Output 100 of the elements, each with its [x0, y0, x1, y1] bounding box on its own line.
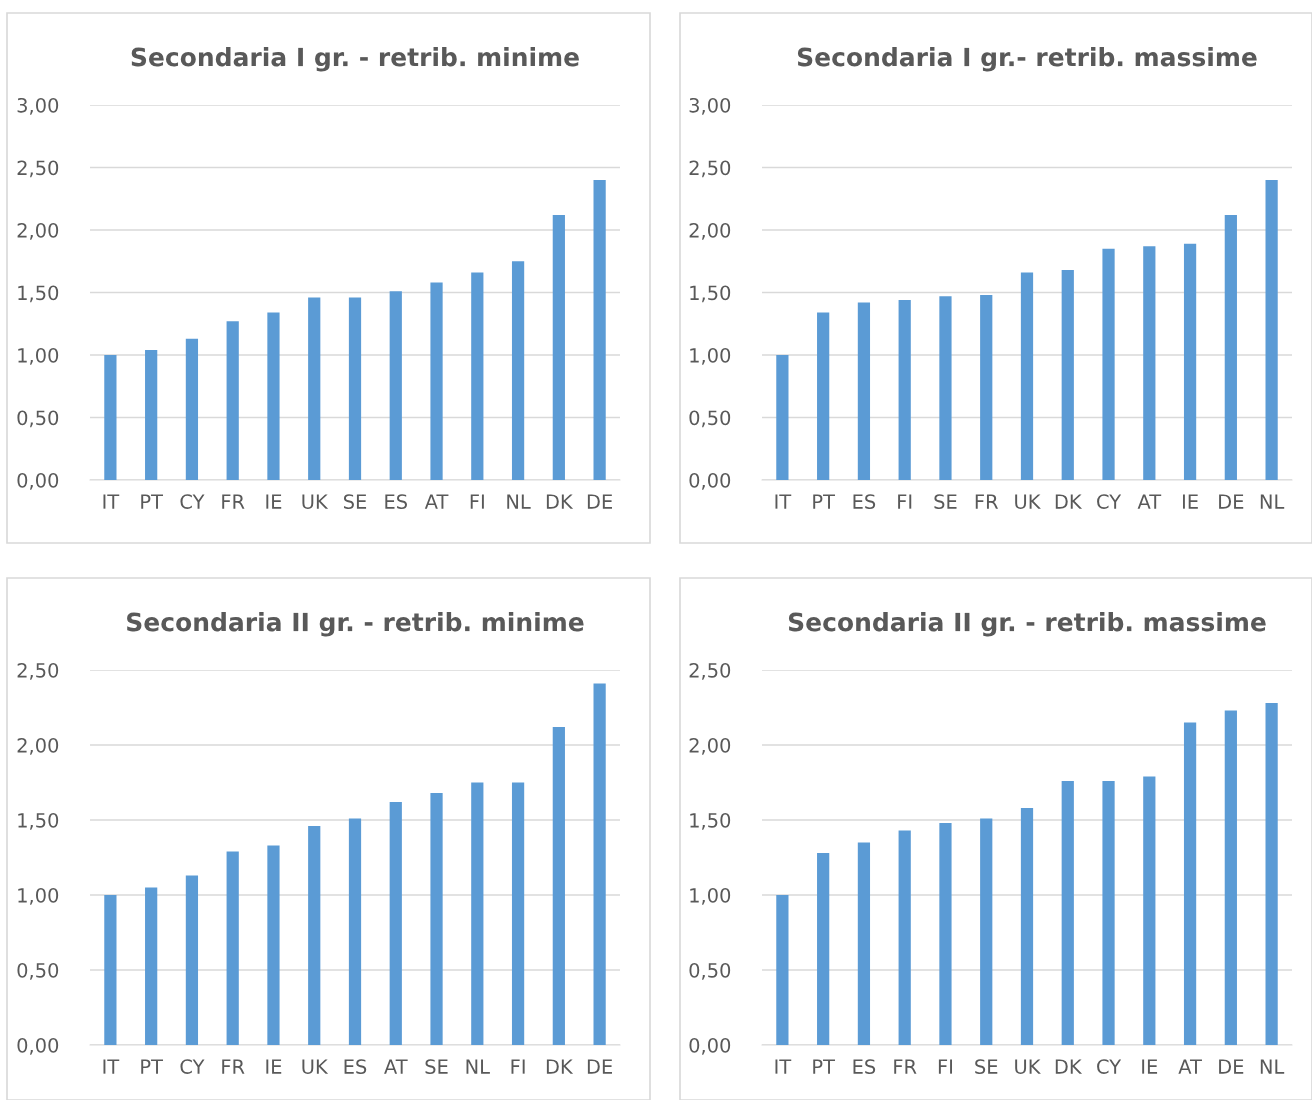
x-tick-label: DE: [1219, 494, 1244, 509]
bar: [1183, 243, 1197, 480]
bar: [898, 300, 911, 480]
x-tick-label: ES: [344, 1059, 367, 1074]
x-tick-label: IE: [266, 1059, 282, 1074]
x-tick-label: SE: [975, 1059, 998, 1074]
bar: [511, 782, 525, 1045]
bar: [471, 272, 484, 480]
x-tick-label: NL: [1260, 1059, 1285, 1074]
x-tick-label: UK: [1015, 1059, 1041, 1074]
x-tick-label: NL: [1260, 494, 1285, 509]
bar: [980, 295, 993, 480]
bar: [552, 727, 565, 1045]
bar: [145, 350, 158, 480]
bar: [185, 338, 199, 480]
x-tick-label: FR: [222, 494, 245, 509]
bar: [389, 802, 402, 1045]
bar: [308, 297, 321, 480]
bar: [226, 851, 239, 1045]
x-tick-label: AT: [384, 1059, 408, 1074]
x-tick-label: DK: [1055, 494, 1083, 509]
bar: [939, 823, 952, 1045]
bar: [593, 180, 606, 480]
x-tick-label: FI: [898, 494, 912, 509]
y-tick-label: 0,50: [689, 962, 731, 980]
y-tick-label: 1,00: [18, 887, 59, 905]
y-tick-label: 0,00: [689, 1037, 731, 1055]
y-tick-label: 0,00: [17, 1037, 59, 1055]
bar: [776, 895, 789, 1045]
bar: [104, 895, 117, 1045]
bar: [817, 312, 830, 480]
x-tick-label: CY: [1097, 494, 1122, 509]
x-tick-label: DK: [1055, 1059, 1083, 1074]
x-tick-label: PT: [141, 494, 164, 509]
x-tick-label: PT: [813, 1059, 836, 1074]
x-tick-label: IT: [775, 494, 792, 509]
bar: [185, 875, 199, 1045]
x-tick-label: ES: [853, 1059, 876, 1074]
bar: [1224, 710, 1237, 1045]
bar: [1020, 808, 1034, 1045]
bar: [348, 818, 362, 1045]
x-tick-label: NL: [466, 1059, 490, 1074]
bar: [898, 830, 911, 1045]
y-tick-label: 2,50: [17, 160, 59, 178]
y-tick-label: 0,00: [689, 472, 731, 490]
x-tick-label: NL: [507, 494, 531, 509]
y-tick-label: 2,00: [17, 737, 59, 755]
bar: [593, 683, 606, 1045]
bar: [389, 291, 402, 480]
x-tick-label: UK: [302, 494, 329, 509]
x-tick-label: UK: [1015, 494, 1041, 509]
y-tick-label: 1,00: [690, 887, 731, 905]
chart-title: Secondaria I gr.- retrib. massime: [797, 47, 1257, 72]
bar: [857, 302, 871, 480]
x-tick-label: SE: [934, 494, 957, 509]
x-tick-label: IE: [1142, 1059, 1158, 1074]
bar: [104, 355, 117, 480]
y-tick-label: 1,00: [18, 347, 59, 365]
bar: [817, 853, 830, 1045]
bar: [1061, 781, 1074, 1045]
x-tick-label: FR: [975, 494, 999, 509]
chart-title: Secondaria II gr. - retrib. massime: [788, 612, 1266, 637]
x-tick-label: IE: [266, 494, 282, 509]
y-tick-label: 3,00: [689, 97, 731, 115]
bar: [348, 297, 362, 480]
y-tick-label: 1,50: [690, 812, 731, 830]
x-tick-label: FI: [938, 1059, 953, 1074]
x-tick-label: IT: [103, 1059, 120, 1074]
x-tick-label: AT: [1137, 494, 1162, 509]
bar: [471, 782, 484, 1045]
x-tick-label: FI: [511, 1059, 525, 1074]
bar: [1265, 703, 1278, 1045]
bar: [145, 887, 158, 1045]
x-tick-label: FI: [470, 494, 484, 509]
chart-title: Secondaria I gr. - retrib. minime: [131, 47, 579, 72]
bar: [1102, 248, 1115, 480]
x-tick-label: ES: [385, 494, 407, 509]
chart-title: Secondaria II gr. - retrib. minime: [127, 612, 584, 637]
bar: [1183, 722, 1197, 1045]
y-tick-label: 0,50: [17, 962, 59, 980]
bar: [430, 793, 443, 1045]
bar: [308, 826, 321, 1045]
x-tick-label: DE: [587, 1059, 612, 1074]
x-tick-label: DK: [546, 1059, 574, 1074]
bar: [980, 818, 993, 1045]
y-tick-label: 1,50: [18, 285, 59, 303]
x-tick-label: AT: [1178, 1059, 1202, 1074]
bar: [430, 282, 443, 480]
bar: [1143, 776, 1156, 1045]
x-tick-label: PT: [141, 1059, 164, 1074]
x-tick-label: CY: [180, 1059, 205, 1074]
bar: [511, 261, 525, 480]
y-tick-label: 3,00: [17, 97, 59, 115]
y-tick-label: 2,00: [689, 737, 731, 755]
bar: [267, 312, 280, 480]
y-tick-label: 2,50: [17, 662, 59, 680]
y-tick-label: 2,50: [689, 662, 731, 680]
bar: [939, 296, 952, 480]
bar: [1020, 272, 1034, 480]
x-tick-label: IE: [1182, 494, 1198, 509]
